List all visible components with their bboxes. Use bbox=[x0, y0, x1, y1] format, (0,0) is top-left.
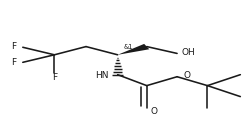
Text: HN: HN bbox=[94, 71, 108, 80]
Text: O: O bbox=[150, 107, 157, 116]
Text: &1: &1 bbox=[123, 44, 133, 50]
Text: F: F bbox=[11, 58, 16, 67]
Text: F: F bbox=[11, 42, 16, 51]
Text: OH: OH bbox=[181, 48, 195, 57]
Polygon shape bbox=[117, 44, 149, 55]
Text: F: F bbox=[52, 73, 57, 82]
Text: O: O bbox=[183, 71, 190, 80]
